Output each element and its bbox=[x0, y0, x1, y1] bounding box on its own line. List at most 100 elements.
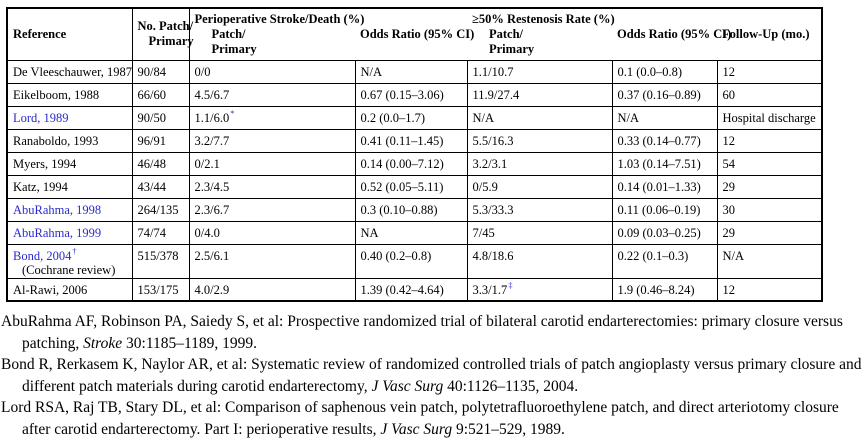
cell-reference: De Vleeschauwer, 1987 bbox=[6, 59, 133, 84]
cell-no-patch-primary: 66/60 bbox=[131, 82, 190, 107]
citation-text: Bond R, Rerkasem K, Naylor AR, et al: Sy… bbox=[1, 356, 862, 395]
cell-odds-ratio-periop-value: 0.2 (0.0–1.7) bbox=[360, 110, 426, 125]
cell-followup: 29 bbox=[716, 220, 823, 245]
cell-followup-value: 54 bbox=[722, 156, 736, 171]
cell-periop-stroke-death-value: 2.3/4.5 bbox=[194, 179, 230, 194]
cell-odds-ratio-restenosis: 0.37 (0.16–0.89) bbox=[611, 82, 718, 107]
cell-no-patch-primary-value: 90/50 bbox=[137, 110, 166, 125]
table-row: Myers, 1994 46/48 0/2.1 0.14 (0.00–7.12) 3.2… bbox=[6, 151, 823, 176]
cell-no-patch-primary-value: 74/74 bbox=[137, 225, 166, 240]
cell-periop-stroke-death-value: 4.0/2.9 bbox=[194, 282, 230, 297]
cell-odds-ratio-periop: 0.41 (0.11–1.45) bbox=[354, 128, 468, 153]
cell-reference: Ranaboldo, 1993 bbox=[6, 128, 133, 153]
cell-odds-ratio-restenosis: 1.03 (0.14–7.51) bbox=[611, 151, 718, 176]
cell-odds-ratio-periop-value: 0.67 (0.15–3.06) bbox=[360, 87, 444, 102]
cell-reference: AbuRahma, 1999 bbox=[6, 220, 133, 245]
cell-odds-ratio-periop: NA bbox=[354, 220, 468, 245]
table-row: Ranaboldo, 1993 96/91 3.2/7.7 0.41 (0.11–1.… bbox=[6, 128, 823, 153]
cell-odds-ratio-restenosis: 0.09 (0.03–0.25) bbox=[611, 220, 718, 245]
cell-no-patch-primary: 90/50 bbox=[131, 105, 190, 130]
footnote-marker-icon: * bbox=[230, 108, 235, 119]
cell-restenosis-rate-value: 0/5.9 bbox=[472, 179, 498, 194]
cell-followup: 12 bbox=[716, 59, 823, 84]
table-header: Reference No. Patch/ Primary Perioperati… bbox=[7, 8, 822, 61]
cell-odds-ratio-restenosis-value: 1.03 (0.14–7.51) bbox=[617, 156, 701, 171]
table-row: De Vleeschauwer, 1987 90/84 0/0 N/A 1.1/10.7… bbox=[6, 59, 823, 84]
table-row: Lord, 1989 90/50 1.1/6.0* 0.2 (0.0–1.7) N/A N… bbox=[6, 105, 823, 130]
cell-reference: AbuRahma, 1998 bbox=[6, 197, 133, 222]
cell-periop-stroke-death: 3.2/7.7 bbox=[188, 128, 356, 153]
cell-restenosis-rate-value: 5.5/16.3 bbox=[472, 133, 514, 148]
cell-odds-ratio-restenosis: 0.33 (0.14–0.77) bbox=[611, 128, 718, 153]
cell-periop-stroke-death-value: 3.2/7.7 bbox=[194, 133, 230, 148]
reference-citation: Bond R, Rerkasem K, Naylor AR, et al: Sy… bbox=[1, 354, 865, 397]
cell-periop-stroke-death: 0/0 bbox=[188, 59, 356, 84]
cell-restenosis-rate: 3.2/3.1 bbox=[466, 151, 613, 176]
reference-link[interactable]: AbuRahma, 1998 bbox=[13, 202, 102, 217]
reference-link[interactable]: Bond, 2004 bbox=[13, 248, 72, 263]
cell-reference: Katz, 1994 bbox=[6, 174, 133, 199]
reference-text: Al-Rawi, 2006 bbox=[13, 282, 88, 297]
cell-followup: 12 bbox=[716, 277, 823, 302]
col-header-odds-ratio-restenosis: Odds Ratio (95% CI) bbox=[612, 8, 731, 61]
reference-list: AbuRahma AF, Robinson PA, Saiedy S, et a… bbox=[1, 311, 865, 440]
header-group-label: ≥50% Restenosis Rate (%) bbox=[472, 12, 615, 26]
citation-text: Lord RSA, Raj TB, Stary DL, et al: Compa… bbox=[1, 399, 839, 438]
cell-no-patch-primary-value: 515/378 bbox=[137, 248, 179, 263]
cell-no-patch-primary-value: 66/60 bbox=[137, 87, 166, 102]
cell-no-patch-primary: 153/175 bbox=[131, 277, 190, 302]
table-row: AbuRahma, 1999 74/74 0/4.0 NA 7/45 0.09 (0.03… bbox=[6, 220, 823, 245]
cell-restenosis-rate: 5.5/16.3 bbox=[466, 128, 613, 153]
cell-restenosis-rate: 0/5.9 bbox=[466, 174, 613, 199]
reference-link[interactable]: Lord, 1989 bbox=[13, 110, 69, 125]
cell-followup-value: N/A bbox=[722, 248, 745, 263]
reference-citation: Lord RSA, Raj TB, Stary DL, et al: Compa… bbox=[1, 397, 865, 440]
cell-no-patch-primary-value: 153/175 bbox=[137, 282, 179, 297]
footnote-marker-icon: ‡ bbox=[508, 280, 513, 291]
cell-periop-stroke-death-value: 2.5/6.1 bbox=[194, 248, 230, 263]
cell-followup-value: 29 bbox=[722, 179, 736, 194]
cell-followup-value: 12 bbox=[722, 64, 736, 79]
col-header-followup: Follow-Up (mo.) bbox=[717, 8, 822, 61]
cell-followup-value: Hospital discharge bbox=[722, 110, 816, 125]
cell-restenosis-rate: 11.9/27.4 bbox=[466, 82, 613, 107]
cell-odds-ratio-periop-value: 0.52 (0.05–5.11) bbox=[360, 179, 444, 194]
col-header-odds-ratio-periop: Odds Ratio (95% CI) bbox=[355, 8, 474, 61]
cell-periop-stroke-death: 2.5/6.1 bbox=[188, 243, 356, 279]
cell-odds-ratio-restenosis-value: 0.37 (0.16–0.89) bbox=[617, 87, 701, 102]
col-header-restenosis-rate: ≥50% Restenosis Rate (%) Patch/ Primary bbox=[467, 8, 615, 61]
cell-restenosis-rate: 4.8/18.6 bbox=[466, 243, 613, 279]
header-line: Primary bbox=[211, 42, 257, 56]
cell-reference: Lord, 1989 bbox=[6, 105, 133, 130]
table-row: Bond, 2004† (Cochrane review) 515/378 2.5/6… bbox=[6, 243, 823, 279]
cell-no-patch-primary: 46/48 bbox=[131, 151, 190, 176]
cell-restenosis-rate-value: 5.3/33.3 bbox=[472, 202, 514, 217]
cell-periop-stroke-death-value: 0/4.0 bbox=[194, 225, 220, 240]
table-row: Al-Rawi, 2006 153/175 4.0/2.9 1.39 (0.42–4.… bbox=[6, 277, 823, 302]
reference-link[interactable]: AbuRahma, 1999 bbox=[13, 225, 102, 240]
reference-text: Myers, 1994 bbox=[13, 156, 77, 171]
cell-no-patch-primary-value: 90/84 bbox=[137, 64, 166, 79]
cell-restenosis-rate-value: 3.3/1.7 bbox=[472, 282, 508, 297]
cell-restenosis-rate: 3.3/1.7‡ bbox=[466, 277, 613, 302]
cell-restenosis-rate-value: 1.1/10.7 bbox=[472, 64, 514, 79]
cell-odds-ratio-periop-value: NA bbox=[360, 225, 379, 240]
journal-name: Stroke bbox=[83, 334, 123, 352]
cell-restenosis-rate: 7/45 bbox=[466, 220, 613, 245]
cell-odds-ratio-periop-value: 0.3 (0.10–0.88) bbox=[360, 202, 438, 217]
cell-odds-ratio-restenosis-value: 0.09 (0.03–0.25) bbox=[617, 225, 701, 240]
footnote-marker-icon: † bbox=[72, 246, 77, 257]
cell-periop-stroke-death-value: 1.1/6.0 bbox=[194, 110, 230, 125]
citation-text: 9:521–529, 1989. bbox=[452, 420, 565, 438]
cell-no-patch-primary-value: 43/44 bbox=[137, 179, 166, 194]
header-line: Patch/ bbox=[211, 27, 246, 41]
reference-text: Katz, 1994 bbox=[13, 179, 68, 194]
cell-followup-value: 12 bbox=[722, 133, 736, 148]
cell-periop-stroke-death-value: 0/2.1 bbox=[194, 156, 220, 171]
table-row: Katz, 1994 43/44 2.3/4.5 0.52 (0.05–5.11) 0/… bbox=[6, 174, 823, 199]
journal-name: J Vasc Surg bbox=[371, 377, 444, 395]
cell-followup: N/A bbox=[716, 243, 823, 279]
reference-note: (Cochrane review) bbox=[22, 262, 116, 277]
cell-periop-stroke-death: 4.0/2.9 bbox=[188, 277, 356, 302]
journal-name: J Vasc Surg bbox=[380, 420, 453, 438]
